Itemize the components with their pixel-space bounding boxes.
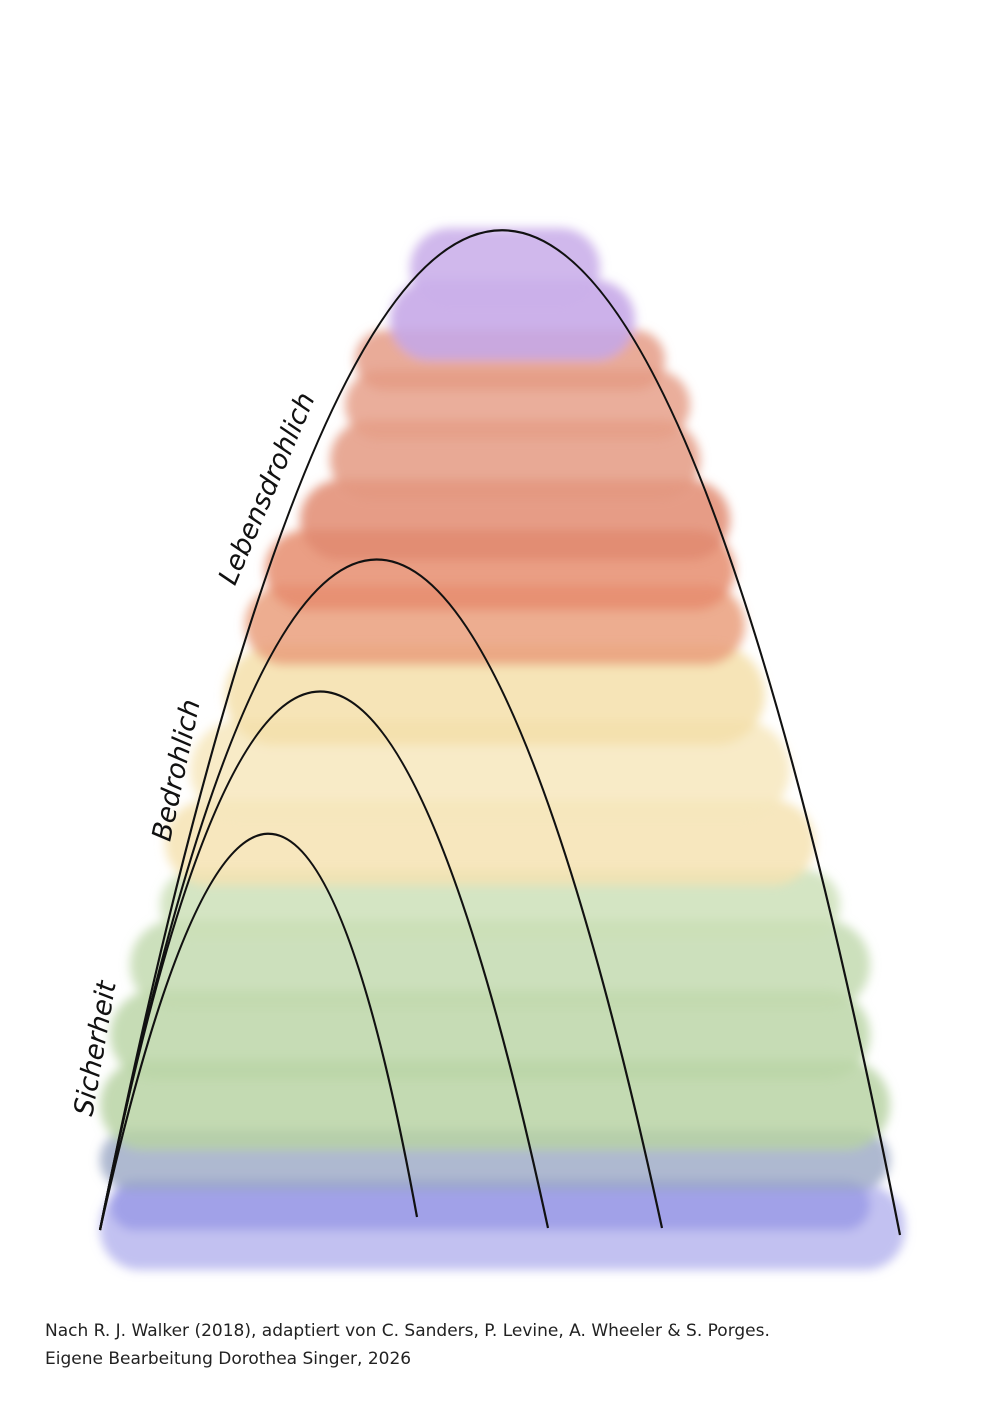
caption: Eigene Bearbeitung Dorothea Singer, 2026 [45,1349,411,1369]
arc-outer [98,229,902,1236]
caption: Nach R. J. Walker (2018), adaptiert von … [45,1321,770,1341]
arc-2 [98,690,550,1231]
arcs [98,229,902,1236]
arc-3 [98,558,664,1231]
color-bands [100,228,905,1270]
arc-1 [98,832,419,1231]
